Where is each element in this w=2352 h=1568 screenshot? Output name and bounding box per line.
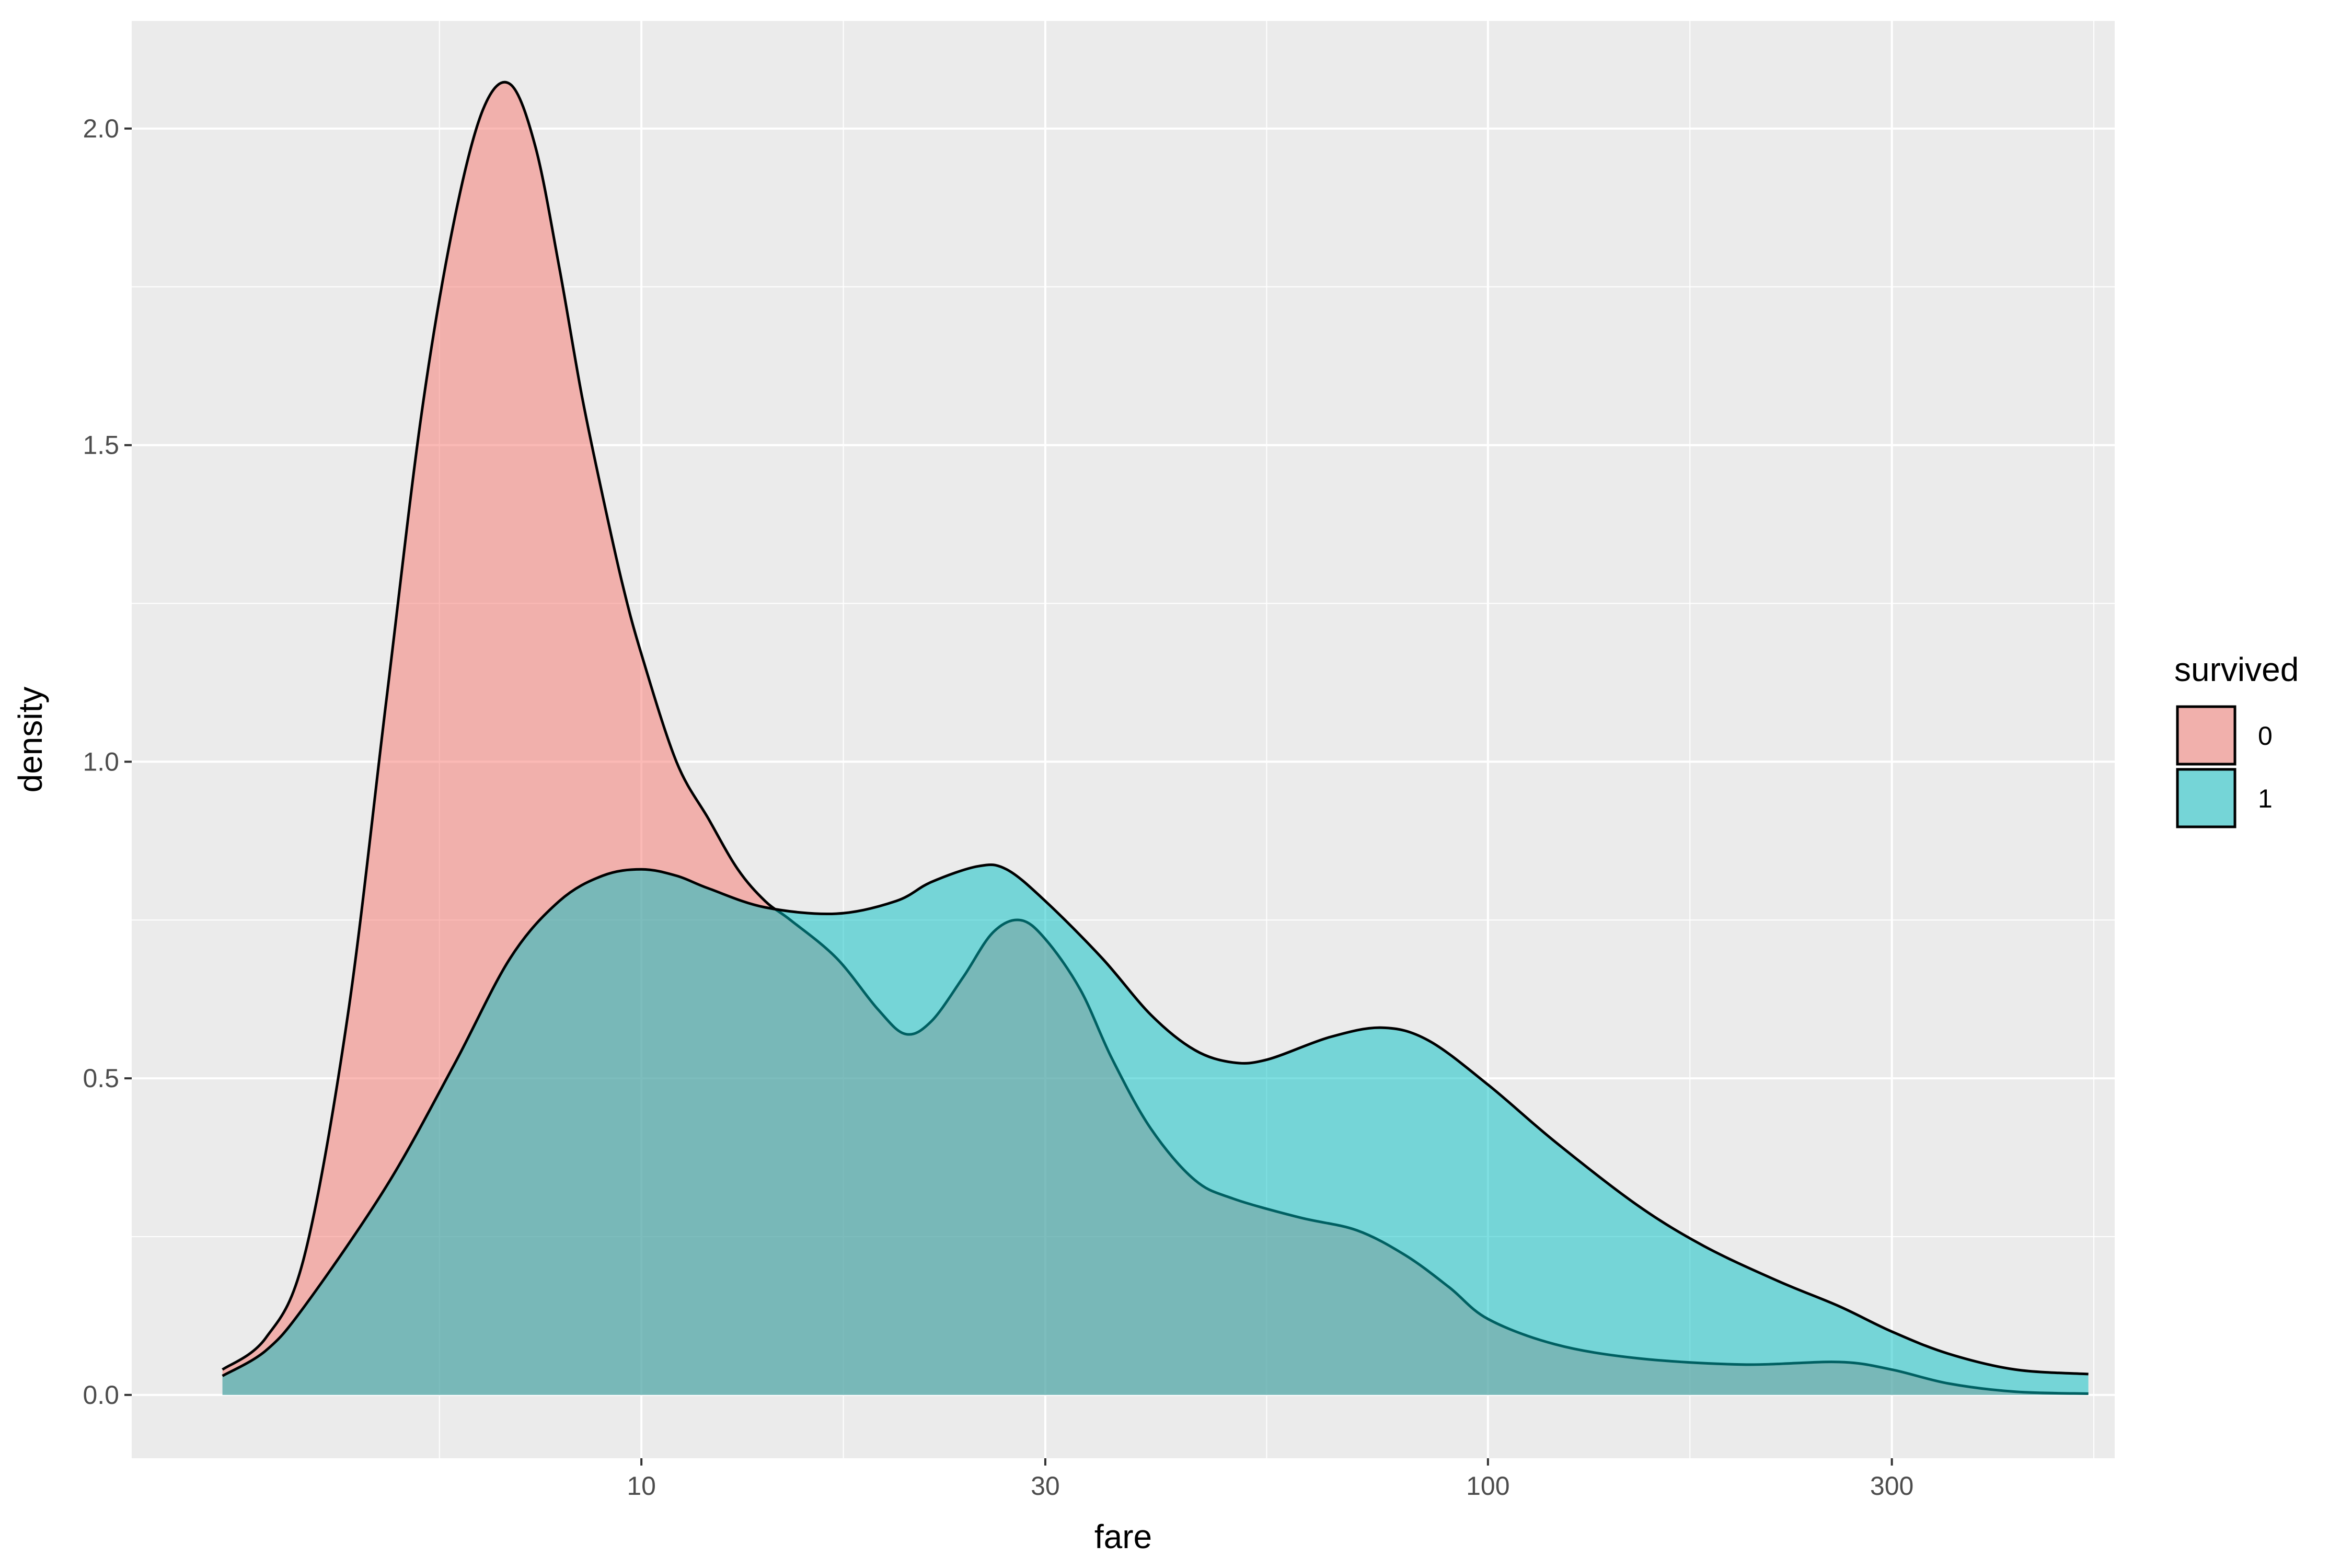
legend-key-1 [2176,768,2236,828]
x-tick-label: 100 [1466,1471,1509,1501]
legend-items: 01 [2176,705,2273,828]
x-tick-label: 30 [1031,1471,1060,1501]
x-axis: 10 30 100 300 [627,1458,1913,1501]
y-tick-label: 1.5 [83,431,119,460]
y-tick-label: 0.0 [83,1380,119,1410]
y-axis-title: density [11,687,49,793]
y-tick-label: 2.0 [83,114,119,143]
x-tick-label: 10 [627,1471,656,1501]
legend: survived 01 [2174,651,2299,828]
legend-label-0: 0 [2258,721,2273,751]
legend-title: survived [2174,651,2299,688]
density-line-1 [222,863,2089,1377]
x-axis-title: fare [1094,1518,1152,1555]
density-areas [222,80,2089,1395]
legend-key-0 [2176,705,2236,766]
y-tick-label: 0.5 [83,1064,119,1093]
legend-label-1: 1 [2258,784,2273,813]
y-tick-label: 1.0 [83,747,119,776]
y-axis: 0.0 0.5 1.0 1.5 2.0 [83,114,132,1410]
x-tick-label: 300 [1870,1471,1913,1501]
density-area-1 [222,864,2089,1395]
